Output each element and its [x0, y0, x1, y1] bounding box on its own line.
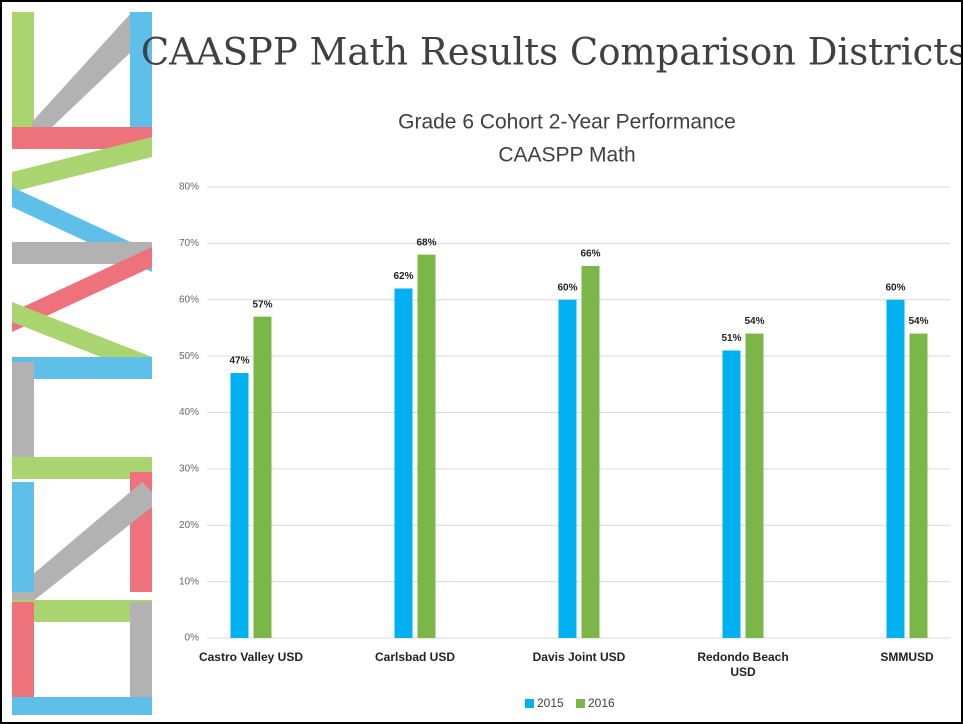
bar [558, 299, 577, 638]
x-tick-label: Redondo Beach USD [697, 650, 789, 679]
legend-label: 2015 [537, 696, 564, 710]
bar [722, 350, 741, 638]
bar [230, 373, 249, 638]
slide-title: CAASPP Math Results Comparison Districts [141, 31, 961, 74]
logo [12, 12, 152, 715]
chart-subtitle: CAASPP Math [498, 144, 635, 167]
chart-title: Grade 6 Cohort 2-Year Performance [398, 111, 736, 134]
y-tick-label: 40% [179, 407, 199, 418]
x-tick-label: Carlsbad USD [374, 650, 456, 664]
bar [394, 288, 413, 638]
data-label: 51% [721, 333, 741, 344]
y-tick-label: 80% [179, 182, 199, 193]
data-label: 57% [252, 299, 272, 310]
data-label: 47% [229, 356, 249, 367]
x-tick-label: SMMUSD [880, 650, 934, 664]
y-tick-label: 0% [185, 633, 200, 644]
data-label: 54% [744, 316, 764, 327]
bar [417, 254, 436, 638]
bar [745, 333, 764, 638]
y-tick-label: 70% [179, 238, 199, 249]
legend-swatch [576, 699, 585, 708]
bar [581, 265, 600, 638]
bar [909, 333, 928, 638]
data-label: 60% [557, 282, 577, 293]
y-tick-label: 10% [179, 576, 199, 587]
bar [886, 299, 905, 638]
y-tick-label: 50% [179, 351, 199, 362]
data-label: 62% [393, 271, 413, 282]
legend-label: 2016 [588, 696, 615, 710]
legend-swatch [525, 699, 534, 708]
y-tick-label: 20% [179, 520, 199, 531]
data-label: 68% [416, 237, 436, 248]
data-label: 54% [908, 316, 928, 327]
bar [253, 316, 272, 638]
data-label: 60% [885, 282, 905, 293]
x-tick-label: Davis Joint USD [532, 650, 626, 664]
y-tick-label: 60% [179, 294, 199, 305]
x-tick-label: Castro Valley USD [198, 650, 304, 664]
data-label: 66% [580, 249, 600, 260]
y-tick-label: 30% [179, 464, 199, 475]
